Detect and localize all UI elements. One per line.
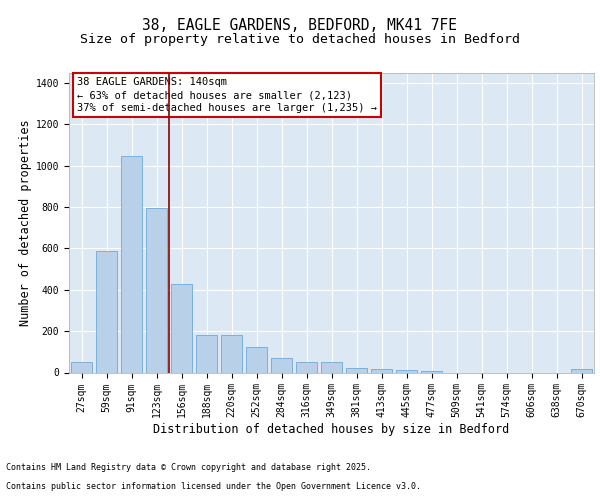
Text: 38, EAGLE GARDENS, BEDFORD, MK41 7FE: 38, EAGLE GARDENS, BEDFORD, MK41 7FE [143, 18, 458, 32]
Bar [221, 336, 242, 372]
Bar [396, 370, 417, 372]
Bar [171, 284, 192, 372]
Y-axis label: Number of detached properties: Number of detached properties [19, 119, 32, 326]
Bar [96, 252, 117, 372]
X-axis label: Distribution of detached houses by size in Bedford: Distribution of detached houses by size … [154, 423, 509, 436]
Bar [421, 371, 442, 372]
Bar [346, 368, 367, 372]
Bar [196, 336, 217, 372]
Bar [321, 362, 342, 372]
Bar [296, 362, 317, 372]
Bar [571, 370, 592, 372]
Bar [271, 358, 292, 372]
Text: Size of property relative to detached houses in Bedford: Size of property relative to detached ho… [80, 32, 520, 46]
Bar [71, 362, 92, 372]
Text: Contains HM Land Registry data © Crown copyright and database right 2025.: Contains HM Land Registry data © Crown c… [6, 464, 371, 472]
Bar [246, 346, 267, 372]
Text: 38 EAGLE GARDENS: 140sqm
← 63% of detached houses are smaller (2,123)
37% of sem: 38 EAGLE GARDENS: 140sqm ← 63% of detach… [77, 77, 377, 114]
Bar [146, 208, 167, 372]
Text: Contains public sector information licensed under the Open Government Licence v3: Contains public sector information licen… [6, 482, 421, 491]
Bar [371, 369, 392, 372]
Bar [121, 156, 142, 372]
